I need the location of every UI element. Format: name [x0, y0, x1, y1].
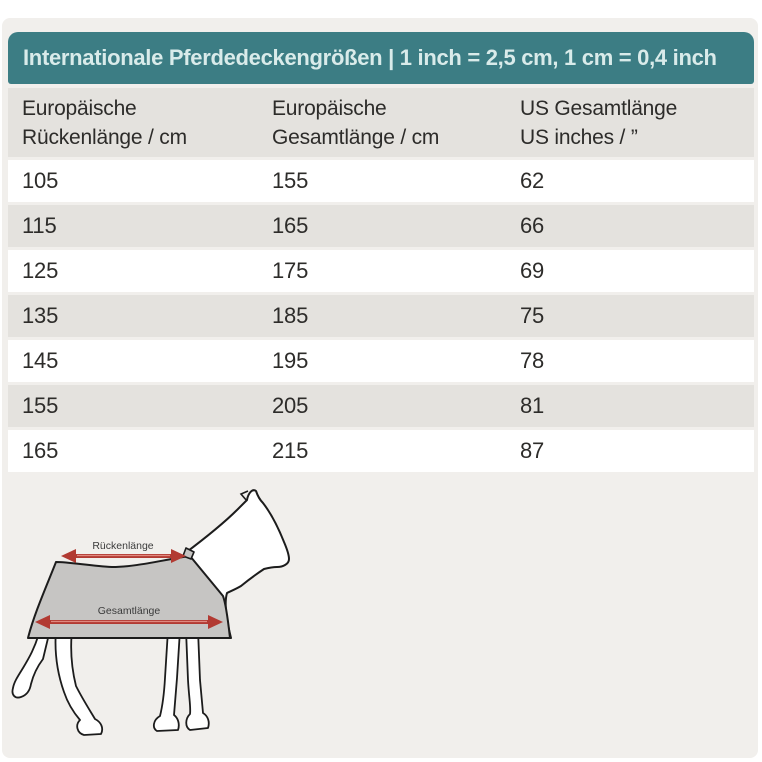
page-title: Internationale Pferdedeckengrößen | 1 in…	[23, 45, 717, 70]
horse-front-leg-near	[153, 629, 181, 732]
cell-back-length: 105	[22, 168, 59, 193]
cell-us-inches: 87	[520, 438, 545, 463]
table-row: 125 175 69	[8, 250, 754, 292]
horse-measurement-diagram: Rückenlänge Gesamtlänge	[11, 489, 290, 736]
total-length-arrowhead-right-icon	[208, 615, 223, 629]
column-header-us-total-length: US Gesamtlänge US inches / ”	[506, 94, 754, 157]
column-header-european-back-length: Europäische Rückenlänge / cm	[8, 94, 258, 157]
cell-total-length: 195	[272, 348, 309, 373]
table-header-row: Europäische Rückenlänge / cm Europäische…	[8, 88, 754, 157]
table-row: 155 205 81	[8, 385, 754, 427]
back-length-arrowhead-left-icon	[61, 549, 76, 563]
column-header-line: Rückenlänge / cm	[22, 126, 187, 149]
cell-back-length: 165	[22, 438, 59, 463]
cell-us-inches: 66	[520, 213, 545, 238]
column-header-line: Europäische	[22, 97, 137, 120]
horse-blanket	[27, 555, 231, 639]
horse-ear-icon	[239, 490, 249, 502]
horse-hind-leg-bent	[11, 629, 50, 699]
cell-total-length: 155	[272, 168, 309, 193]
table-row: 115 165 66	[8, 205, 754, 247]
table-row: 105 155 62	[8, 160, 754, 202]
cell-back-length: 155	[22, 393, 59, 418]
column-header-line: Gesamtlänge / cm	[272, 126, 440, 149]
cell-us-inches: 75	[520, 303, 545, 328]
blanket-strap-icon	[182, 547, 195, 560]
horse-hind-leg-standing	[54, 629, 104, 736]
column-header-line: US Gesamtlänge	[520, 97, 678, 120]
back-length-label: Rückenlänge	[92, 540, 153, 552]
back-length-arrowhead-right-icon	[171, 549, 186, 563]
cell-us-inches: 78	[520, 348, 545, 373]
column-header-line: US inches / ”	[520, 126, 638, 149]
cell-total-length: 175	[272, 258, 309, 283]
cell-total-length: 185	[272, 303, 309, 328]
cell-total-length: 215	[272, 438, 309, 463]
table-row: 145 195 78	[8, 340, 754, 382]
cell-total-length: 205	[272, 393, 309, 418]
cell-back-length: 115	[22, 213, 57, 238]
table-row: 135 185 75	[8, 295, 754, 337]
total-length-label: Gesamtlänge	[98, 605, 161, 617]
title-bar: Internationale Pferdedeckengrößen | 1 in…	[8, 32, 754, 84]
total-length-arrowhead-left-icon	[35, 615, 50, 629]
cell-us-inches: 81	[520, 393, 545, 418]
cell-us-inches: 62	[520, 168, 545, 193]
column-header-european-total-length: Europäische Gesamtlänge / cm	[258, 94, 506, 157]
column-header-line: Europäische	[272, 97, 387, 120]
horse-front-leg-far	[185, 629, 210, 731]
cell-total-length: 165	[272, 213, 309, 238]
cell-back-length: 135	[22, 303, 59, 328]
cell-back-length: 125	[22, 258, 59, 283]
cell-back-length: 145	[22, 348, 59, 373]
table-row: 165 215 87	[8, 430, 754, 472]
cell-us-inches: 69	[520, 258, 545, 283]
